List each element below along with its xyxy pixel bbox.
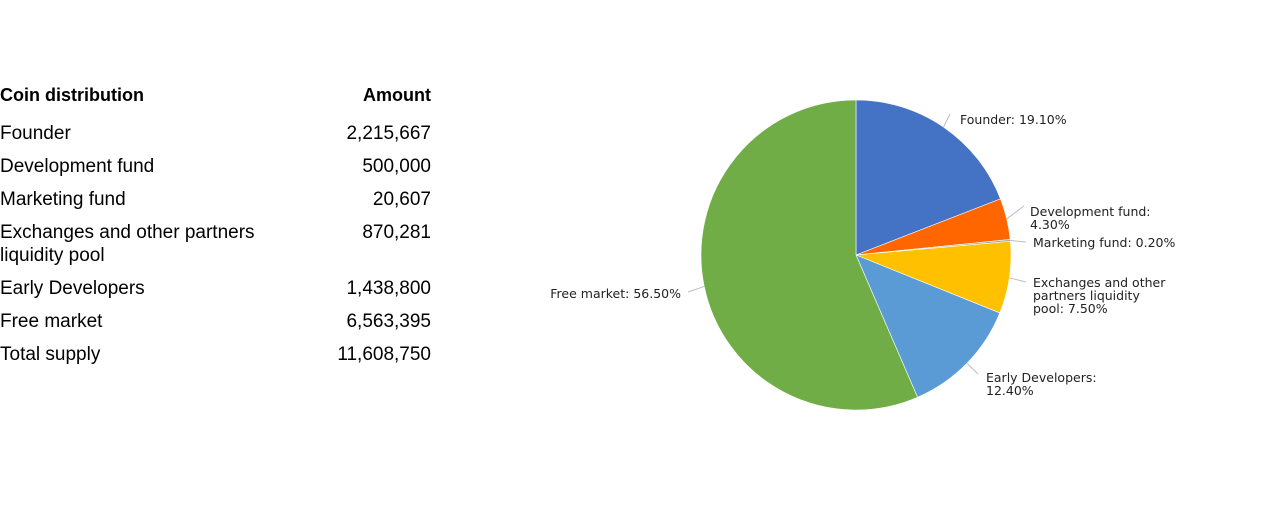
slice-label-marketing-fund: Marketing fund: 0.20% <box>1033 235 1175 250</box>
callout-line-exchanges-and-other-partners-liquidity-pool <box>1009 277 1027 283</box>
row-amount: 20,607 <box>372 189 431 210</box>
pie-slice-free-market <box>700 99 918 411</box>
row-name: Development fund <box>0 156 155 177</box>
row-amount: 1,438,800 <box>346 278 431 299</box>
table-row: Founder 2,215,667 <box>0 122 431 145</box>
slice-label-early-developers: Early Developers: 12.40% <box>986 370 1097 398</box>
slice-label-development-fund: Development fund: 4.30% <box>1030 204 1151 232</box>
row-name: Total supply <box>0 344 101 365</box>
slice-label-free-market: Free market: 56.50% <box>550 286 681 301</box>
coin-distribution-table: Coin distribution Amount Founder 2,215,6… <box>0 84 431 376</box>
row-amount: 6,563,395 <box>346 311 431 332</box>
table-row: Development fund 500,000 <box>0 155 431 178</box>
callout-line-free-market <box>687 285 705 293</box>
pie-slice-founder <box>855 99 1001 256</box>
table-row: Marketing fund 20,607 <box>0 188 431 211</box>
row-amount: 500,000 <box>362 156 431 177</box>
callout-line-founder <box>943 113 951 128</box>
table-row: Total supply 11,608,750 <box>0 343 431 366</box>
row-amount: 11,608,750 <box>337 344 431 365</box>
row-name: Marketing fund <box>0 189 126 210</box>
row-name: Early Developers <box>0 278 145 299</box>
callout-line-early-developers <box>966 362 979 375</box>
table-row: Free market 6,563,395 <box>0 310 431 333</box>
header-coin-distribution: Coin distribution <box>0 85 144 105</box>
row-name: Exchanges and other partners liquidity p… <box>0 222 255 266</box>
row-name: Founder <box>0 123 71 144</box>
callout-line-development-fund <box>1006 205 1025 220</box>
table-row: Exchanges and other partners liquidity p… <box>0 221 431 267</box>
slice-label-exchanges-and-other-partners-liquidity-pool: Exchanges and other partners liquidity poo… <box>1033 275 1166 316</box>
row-name: Free market <box>0 311 103 332</box>
header-amount: Amount <box>363 85 431 105</box>
slice-label-founder: Founder: 19.10% <box>960 112 1067 127</box>
callout-line-marketing-fund <box>1010 239 1027 243</box>
row-amount: 870,281 <box>362 222 431 243</box>
table-header: Coin distribution Amount <box>0 84 431 107</box>
table-row: Early Developers 1,438,800 <box>0 277 431 300</box>
row-amount: 2,215,667 <box>346 123 431 144</box>
